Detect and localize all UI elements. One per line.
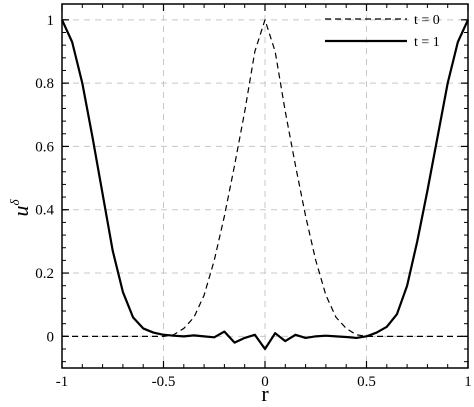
- x-tick-label: -0.5: [152, 374, 176, 390]
- x-axis-title: r: [261, 381, 269, 406]
- y-tick-label: 1: [47, 13, 55, 29]
- y-tick-label: 0: [47, 329, 55, 345]
- series-line-t-1: [60, 19, 470, 351]
- y-tick-label: 0.6: [35, 139, 54, 155]
- ticks: [61, 4, 469, 368]
- x-tick-label: 1: [464, 374, 472, 390]
- y-tick-label: 0.4: [35, 203, 54, 219]
- grid: [61, 4, 469, 368]
- y-tick-label: 0.8: [35, 76, 54, 92]
- legend-label: t = 0: [414, 13, 440, 28]
- y-axis-title-main: u: [8, 206, 33, 217]
- legend-label: t = 1: [414, 35, 440, 50]
- x-tick-label: 0: [261, 374, 269, 390]
- legend: t = 0 t = 1: [325, 13, 440, 50]
- series-line-t-0: [62, 19, 468, 337]
- y-tick-label: 0.2: [35, 266, 54, 282]
- y-axis-title-superscript: δ: [7, 199, 22, 206]
- tick-labels: -1 -0.5 0 0.5 1 0 0.2 0.4 0.6 0.8 1: [35, 13, 472, 390]
- svg-text:uδ: uδ: [7, 199, 33, 217]
- y-axis-title: uδ: [7, 199, 33, 217]
- x-tick-label: -1: [56, 374, 69, 390]
- x-tick-label: 0.5: [357, 374, 376, 390]
- series-layer: [60, 19, 470, 351]
